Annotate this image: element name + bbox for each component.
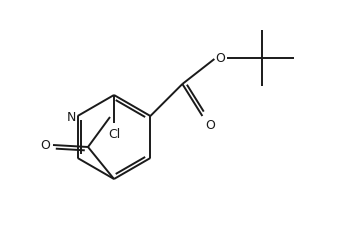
Text: O: O	[205, 119, 215, 131]
Text: Cl: Cl	[108, 128, 120, 140]
Text: O: O	[40, 139, 50, 152]
Text: O: O	[215, 52, 225, 65]
Text: N: N	[66, 111, 75, 124]
